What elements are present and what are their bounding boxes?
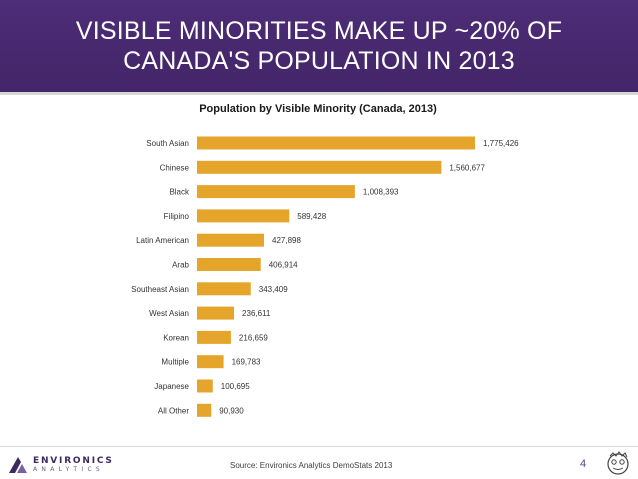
category-label: Filipino <box>164 212 190 221</box>
category-label: West Asian <box>149 309 189 318</box>
category-label: Latin American <box>136 236 189 245</box>
slide-title-line-2: CANADA'S POPULATION IN 2013 <box>123 47 515 75</box>
category-label: South Asian <box>146 139 189 148</box>
bar-chart: Population by Visible Minority (Canada, … <box>131 103 519 417</box>
value-label: 169,783 <box>232 358 261 367</box>
bar <box>197 330 231 344</box>
bar <box>197 282 251 296</box>
logo-mark-icon <box>9 457 27 473</box>
category-label: Arab <box>172 261 189 270</box>
value-label: 589,428 <box>297 212 326 221</box>
title-banner: VISIBLE MINORITIES MAKE UP ~20% OF CANAD… <box>0 0 638 92</box>
value-label: 216,659 <box>239 333 268 342</box>
category-label: Black <box>169 188 190 197</box>
bar <box>197 136 475 150</box>
logo-text: ENVIRONICS <box>33 456 114 466</box>
category-label: Southeast Asian <box>131 285 189 294</box>
page-number: 4 <box>580 458 587 470</box>
source-note: Source: Environics Analytics DemoStats 2… <box>230 461 393 470</box>
banner-divider <box>0 92 638 95</box>
category-label: Multiple <box>161 358 189 367</box>
category-label: Chinese <box>160 163 190 172</box>
value-label: 100,695 <box>221 382 250 391</box>
bar <box>197 306 235 320</box>
environics-logo: ENVIRONICS ANALYTICS <box>9 456 119 476</box>
category-label: Korean <box>163 333 189 342</box>
bar <box>197 233 265 247</box>
slide-title-line-1: VISIBLE MINORITIES MAKE UP ~20% OF <box>75 17 563 45</box>
value-label: 90,930 <box>219 406 244 415</box>
footer-divider <box>0 446 638 447</box>
value-label: 1,775,426 <box>483 139 519 148</box>
bar <box>197 355 224 369</box>
mascot-face-icon <box>607 451 629 475</box>
logo-subtext: ANALYTICS <box>33 466 105 473</box>
bar <box>197 403 212 417</box>
value-label: 427,898 <box>272 236 301 245</box>
value-label: 406,914 <box>269 261 298 270</box>
value-label: 1,560,677 <box>449 163 485 172</box>
footer: ENVIRONICS ANALYTICS Source: Environics … <box>0 446 638 479</box>
bar <box>197 209 290 223</box>
value-label: 236,611 <box>242 309 271 318</box>
value-label: 1,008,393 <box>363 188 399 197</box>
chart-title: Population by Visible Minority (Canada, … <box>199 103 437 115</box>
bar <box>197 258 261 271</box>
bar <box>197 185 355 199</box>
category-label: Japanese <box>154 382 189 391</box>
bars-group: South Asian 1,775,426 Chinese 1,560,677 Blac… <box>131 136 519 417</box>
value-label: 343,409 <box>259 285 288 294</box>
bar <box>197 160 442 174</box>
bar <box>197 379 213 393</box>
category-label: All Other <box>158 406 189 415</box>
